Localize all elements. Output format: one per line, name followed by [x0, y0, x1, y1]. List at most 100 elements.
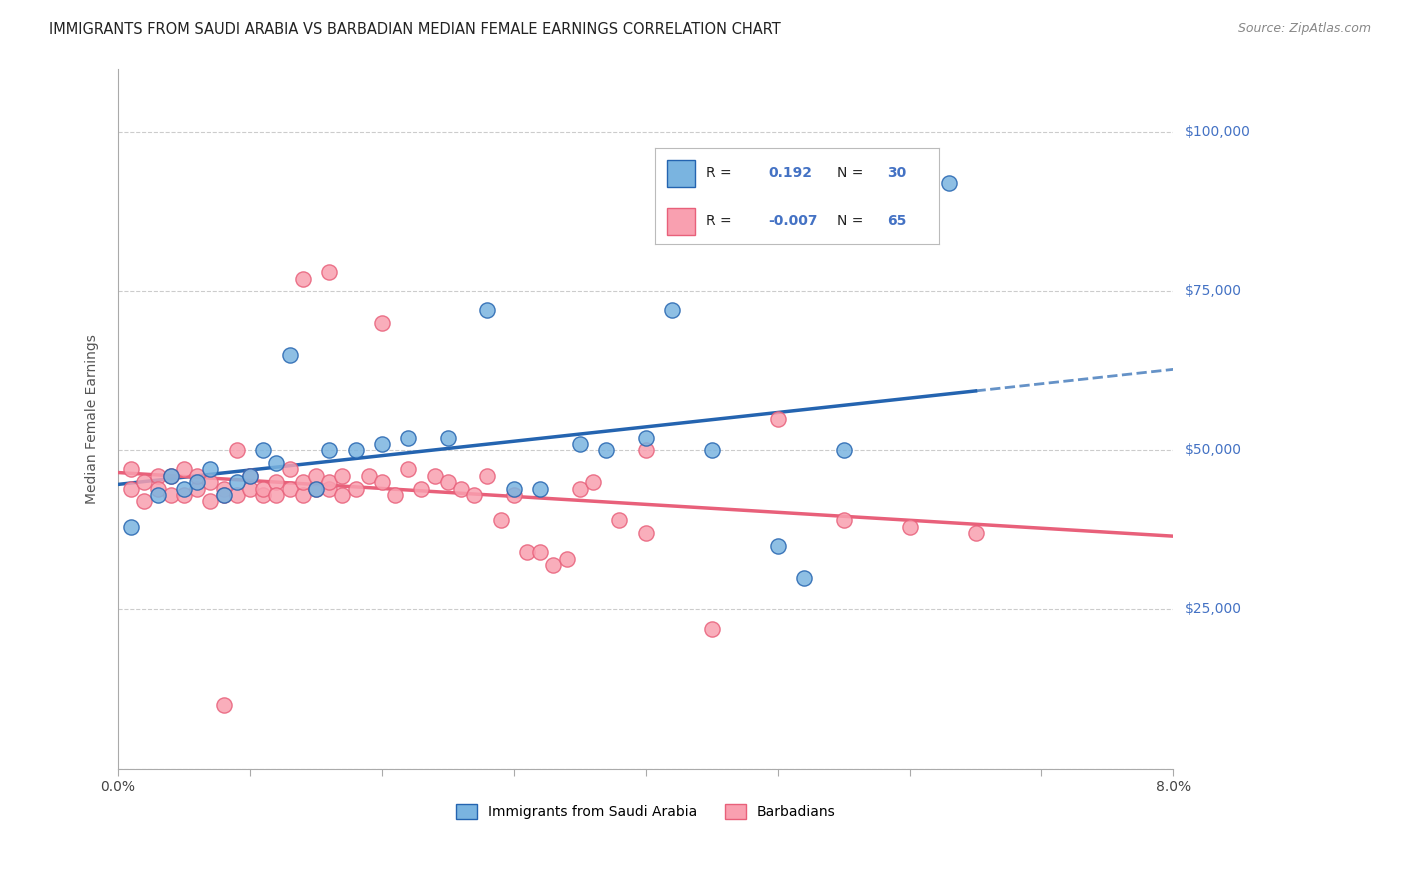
Text: N =: N =	[837, 166, 863, 180]
Point	[159, 468, 181, 483]
Point	[938, 176, 960, 190]
Point	[291, 271, 314, 285]
Point	[634, 431, 657, 445]
Point	[529, 545, 551, 559]
Point	[766, 539, 789, 553]
Point	[529, 482, 551, 496]
Point	[252, 443, 274, 458]
Point	[330, 468, 353, 483]
Point	[609, 513, 631, 527]
Point	[477, 303, 499, 318]
Point	[634, 526, 657, 541]
Point	[225, 488, 247, 502]
Point	[661, 303, 683, 318]
Point	[266, 488, 288, 502]
Point	[120, 462, 142, 476]
Text: Source: ZipAtlas.com: Source: ZipAtlas.com	[1237, 22, 1371, 36]
Point	[832, 443, 855, 458]
Point	[146, 468, 169, 483]
Point	[266, 475, 288, 490]
Point	[357, 468, 380, 483]
Point	[225, 443, 247, 458]
Point	[239, 468, 262, 483]
Point	[568, 482, 591, 496]
Point	[371, 437, 394, 451]
Point	[212, 698, 235, 712]
Text: R =: R =	[706, 214, 731, 228]
Point	[266, 456, 288, 470]
Point	[330, 488, 353, 502]
Point	[371, 316, 394, 330]
Point	[173, 462, 195, 476]
Legend: Immigrants from Saudi Arabia, Barbadians: Immigrants from Saudi Arabia, Barbadians	[450, 798, 841, 825]
FancyBboxPatch shape	[666, 208, 695, 235]
Point	[186, 482, 208, 496]
Point	[159, 488, 181, 502]
Point	[595, 443, 617, 458]
Point	[146, 482, 169, 496]
Text: N =: N =	[837, 214, 863, 228]
Point	[700, 622, 723, 636]
Point	[318, 443, 340, 458]
Point	[252, 482, 274, 496]
Point	[502, 482, 524, 496]
Y-axis label: Median Female Earnings: Median Female Earnings	[86, 334, 100, 503]
Point	[555, 551, 578, 566]
Point	[396, 462, 419, 476]
Point	[239, 482, 262, 496]
Point	[120, 520, 142, 534]
Point	[543, 558, 565, 572]
Point	[411, 482, 433, 496]
Point	[186, 475, 208, 490]
Text: $75,000: $75,000	[1184, 285, 1241, 298]
Point	[965, 526, 987, 541]
Text: 30: 30	[887, 166, 907, 180]
Point	[437, 475, 460, 490]
Point	[437, 431, 460, 445]
Point	[186, 468, 208, 483]
Point	[305, 482, 328, 496]
Point	[212, 482, 235, 496]
Point	[146, 488, 169, 502]
Point	[278, 462, 301, 476]
Point	[477, 468, 499, 483]
Point	[200, 494, 222, 508]
Point	[463, 488, 485, 502]
Text: $100,000: $100,000	[1184, 125, 1250, 139]
Text: -0.007: -0.007	[769, 214, 818, 228]
FancyBboxPatch shape	[666, 160, 695, 186]
Point	[278, 348, 301, 362]
Point	[239, 468, 262, 483]
Point	[134, 475, 156, 490]
Text: 0.192: 0.192	[769, 166, 813, 180]
Point	[134, 494, 156, 508]
Point	[344, 443, 367, 458]
Point	[371, 475, 394, 490]
Point	[200, 475, 222, 490]
Point	[225, 475, 247, 490]
Point	[318, 482, 340, 496]
Text: IMMIGRANTS FROM SAUDI ARABIA VS BARBADIAN MEDIAN FEMALE EARNINGS CORRELATION CHA: IMMIGRANTS FROM SAUDI ARABIA VS BARBADIA…	[49, 22, 780, 37]
Text: 65: 65	[887, 214, 907, 228]
Point	[305, 482, 328, 496]
Point	[291, 475, 314, 490]
Point	[344, 482, 367, 496]
Text: $50,000: $50,000	[1184, 443, 1241, 458]
Point	[159, 468, 181, 483]
Point	[200, 462, 222, 476]
Point	[120, 482, 142, 496]
Text: R =: R =	[706, 166, 731, 180]
Point	[318, 475, 340, 490]
Point	[634, 443, 657, 458]
Point	[384, 488, 406, 502]
Text: $25,000: $25,000	[1184, 602, 1241, 616]
Point	[489, 513, 512, 527]
Point	[396, 431, 419, 445]
Point	[450, 482, 472, 496]
Point	[278, 482, 301, 496]
Point	[568, 437, 591, 451]
Point	[700, 443, 723, 458]
Point	[305, 468, 328, 483]
Point	[582, 475, 605, 490]
Point	[423, 468, 446, 483]
